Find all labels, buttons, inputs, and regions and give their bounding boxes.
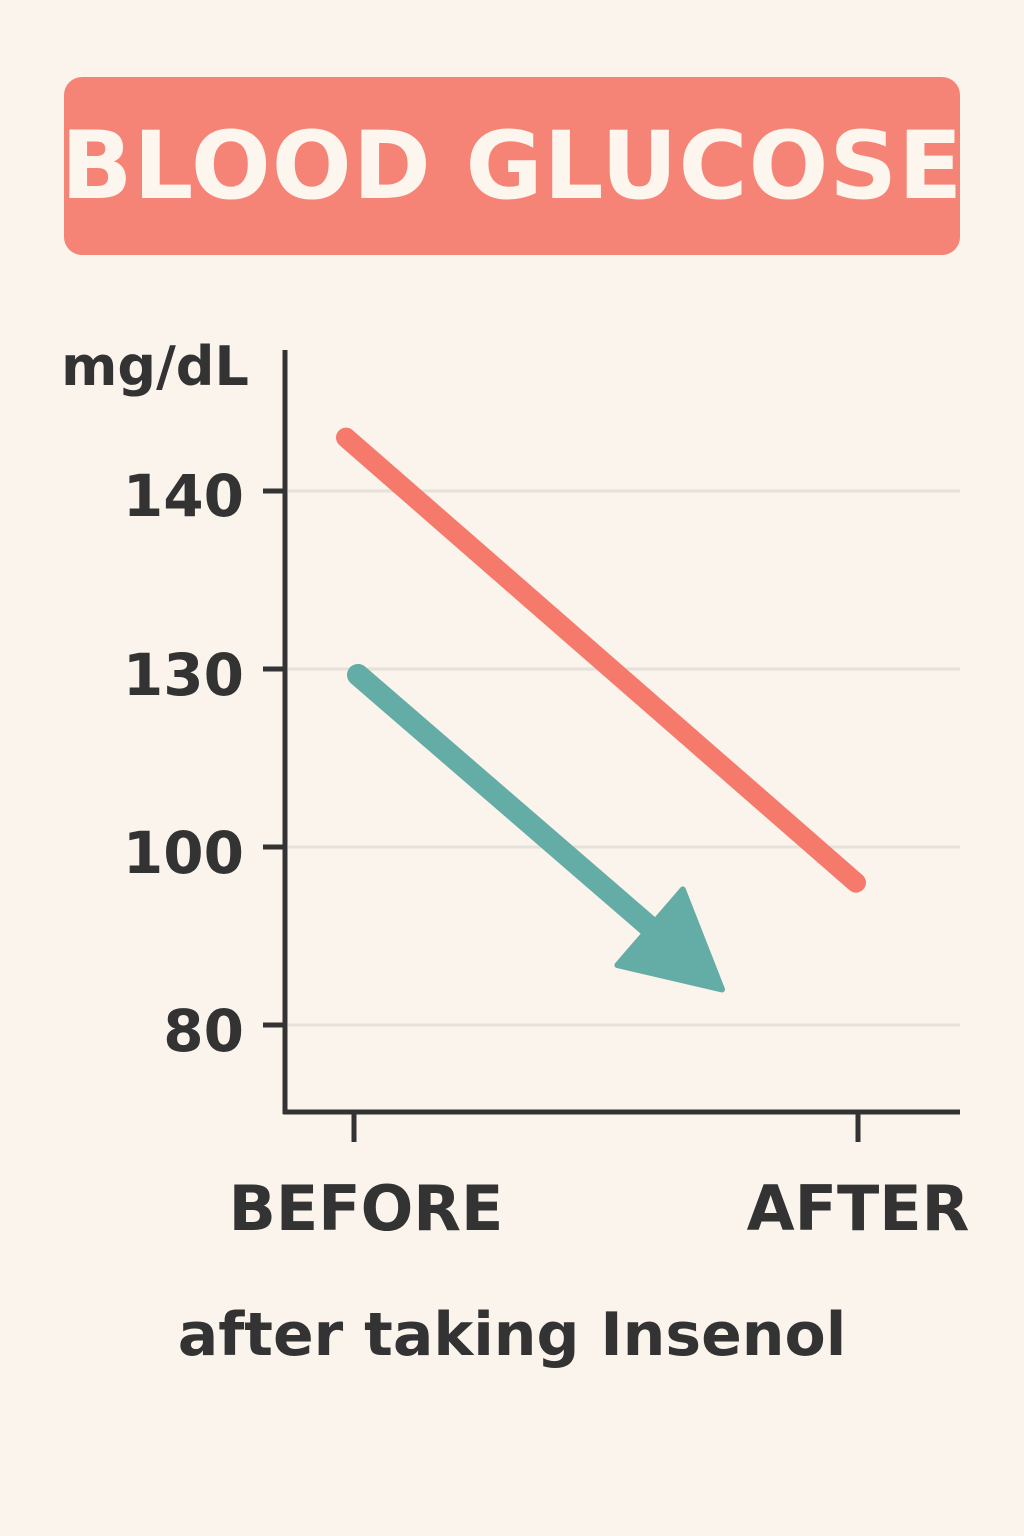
x-label-after: AFTER [747, 1172, 970, 1245]
x-label-before: BEFORE [229, 1172, 504, 1245]
chart-title: BLOOD GLUCOSE [60, 111, 964, 221]
grid-lines [263, 488, 960, 1028]
y-tick-label-80: 80 [163, 997, 244, 1065]
chart-caption: after taking Insenol [177, 1300, 847, 1370]
y-tick-label-100: 100 [123, 819, 244, 887]
series-layer [336, 427, 866, 993]
series-2-arrow-shaft [347, 663, 671, 947]
y-axis-unit-label: mg/dL [61, 335, 249, 398]
title-banner: BLOOD GLUCOSE [61, 77, 962, 255]
series-1-line [336, 427, 866, 893]
y-tick-label-130: 130 [123, 641, 244, 709]
y-tick-label-140: 140 [123, 462, 244, 530]
series-2-arrow-head [614, 886, 725, 993]
